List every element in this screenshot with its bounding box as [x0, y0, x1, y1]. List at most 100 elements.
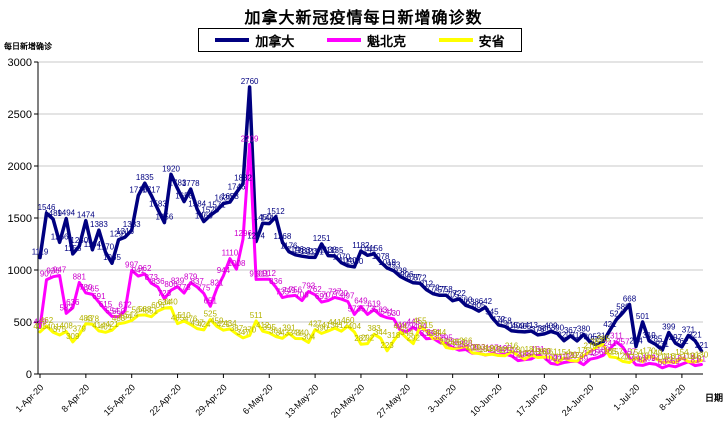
data-label-1: 344 [426, 328, 440, 337]
data-label-0: 1717 [142, 185, 160, 194]
legend-swatch-0 [215, 38, 250, 42]
data-label-0: 319 [642, 331, 656, 340]
data-label-1: 910 [249, 269, 263, 278]
data-label-2: 494 [118, 313, 132, 322]
data-label-0: 413 [525, 321, 539, 330]
data-label-0: 1182 [352, 241, 370, 250]
data-label-2: 525 [204, 309, 218, 318]
series-line-1 [38, 142, 703, 370]
data-label-1: 338 [420, 329, 434, 338]
data-label-2: 340 [295, 329, 309, 338]
data-label-1: 102 [544, 353, 558, 362]
x-tick-label: 22-Apr-20 [148, 382, 183, 417]
data-label-1: 129 [511, 351, 525, 360]
data-label-2: 149 [649, 349, 663, 358]
data-label-0: 2760 [241, 77, 259, 86]
data-label-1: 124 [570, 351, 584, 360]
data-label-0: 1489 [44, 209, 62, 218]
data-label-2: 338 [426, 329, 440, 338]
data-label-1: 144 [525, 349, 539, 358]
data-label-1: 304 [433, 332, 447, 341]
data-label-2: 483 [79, 314, 93, 323]
x-tick-label: 10-Jun-20 [468, 382, 504, 418]
data-label-1: 778 [177, 283, 191, 292]
data-label-1: 449 [33, 317, 47, 326]
x-tick-label: 1-Jul-20 [611, 382, 641, 412]
data-label-2: 197 [472, 344, 486, 353]
data-label-1: 749 [282, 286, 296, 295]
data-label-1: 612 [118, 300, 132, 309]
data-label-0: 1070 [332, 253, 350, 262]
data-label-1: 550 [112, 307, 126, 316]
data-label-0: 409 [511, 322, 525, 331]
x-tick-label: 20-May-20 [329, 382, 366, 419]
data-label-0: 605 [472, 301, 486, 310]
data-label-2: 391 [282, 323, 296, 332]
data-label-2: 175 [577, 346, 591, 355]
data-label-2: 111 [656, 353, 669, 362]
data-label-1: 197 [485, 344, 499, 353]
data-label-2: 154 [557, 348, 571, 357]
data-label-1: 180 [597, 345, 611, 354]
data-label-2: 401 [99, 322, 113, 331]
data-label-0: 1133 [293, 246, 311, 255]
data-label-1: 404 [413, 322, 427, 331]
data-label-2: 180 [511, 345, 525, 354]
data-label-0: 1456 [156, 213, 174, 222]
data-label-1: 619 [367, 300, 381, 309]
data-label-1: 583 [60, 303, 74, 312]
data-label-0: 1155 [64, 244, 82, 253]
y-tick-label: 2000 [8, 161, 32, 173]
data-label-1: 793 [302, 282, 316, 291]
data-label-2: 257 [590, 337, 604, 346]
data-label-2: 190 [485, 344, 499, 353]
data-label-2: 344 [374, 328, 388, 337]
data-label-2: 427 [308, 320, 322, 329]
data-label-0: 1571 [208, 201, 226, 210]
data-label-2: 216 [584, 342, 598, 351]
data-label-2: 154 [629, 348, 643, 357]
data-label-2: 159 [531, 348, 545, 357]
x-tick-label: 3-Jun-20 [426, 382, 458, 414]
data-label-2: 564 [132, 305, 146, 314]
data-label-1: 120 [564, 352, 578, 361]
data-label-1: 697 [341, 292, 355, 301]
data-label-2: 415 [420, 321, 434, 330]
chart-title: 加拿大新冠疫情每日新增确诊数 [244, 10, 483, 27]
data-label-1: 190 [498, 344, 512, 353]
y-tick-label: 1000 [8, 265, 32, 277]
data-label-0: 1170 [97, 242, 115, 251]
data-label-0: 1383 [123, 220, 141, 229]
x-tick-label: 1-Apr-20 [14, 382, 46, 414]
data-label-0: 1135 [326, 246, 344, 255]
data-label-1: 573 [348, 304, 362, 313]
data-label-1: 530 [387, 309, 401, 318]
data-label-1: 94 [677, 354, 686, 363]
data-label-1: 157 [623, 348, 637, 357]
data-label-1: 91 [697, 355, 706, 364]
data-label-1: 89 [632, 355, 641, 364]
x-tick-label: 13-May-20 [283, 382, 320, 419]
data-label-1: 419 [394, 320, 408, 329]
data-label-2: 142 [518, 349, 532, 358]
data-label-0: 297 [669, 333, 683, 342]
data-label-0: 1653 [221, 192, 239, 201]
data-label-1: 311 [610, 332, 623, 341]
data-label-2: 178 [492, 346, 506, 355]
data-label-1: 174 [505, 346, 519, 355]
data-label-1: 936 [46, 267, 60, 276]
legend-label-quebec: 魁北克 [366, 33, 406, 49]
data-label-2: 404 [394, 322, 408, 331]
x-tick-label: 6-May-20 [241, 382, 275, 416]
data-label-1: 118 [682, 352, 695, 361]
data-label-1: 836 [151, 277, 165, 286]
data-label-0: 1546 [38, 203, 56, 212]
data-label-1: 907 [40, 270, 54, 279]
data-label-2: 413 [322, 321, 336, 330]
data-label-0: 1078 [372, 252, 390, 261]
x-tick-label: 29-Apr-20 [193, 382, 228, 417]
data-label-1: 737 [328, 287, 342, 296]
data-label-0: 1019 [378, 258, 396, 267]
data-label-0: 421 [603, 320, 617, 329]
data-label-2: 181 [525, 345, 539, 354]
